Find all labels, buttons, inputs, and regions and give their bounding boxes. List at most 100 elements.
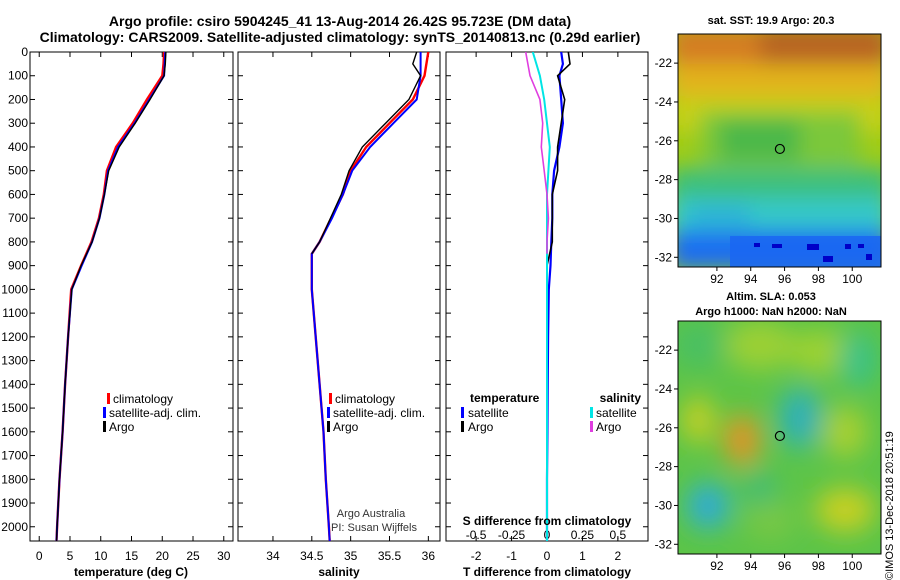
- depth-tick-label: 200: [8, 92, 28, 106]
- temperature-x-tick-label: 0: [36, 549, 43, 563]
- credit-line-2: PI: Susan Wijffels: [331, 522, 417, 534]
- map-y-tick-label: -28: [655, 173, 673, 187]
- depth-tick-label: 2000: [1, 520, 28, 534]
- map-x-tick-label: 100: [842, 272, 862, 286]
- depth-tick-label: 100: [8, 69, 28, 83]
- depth-tick-label: 1300: [1, 354, 28, 368]
- difference-s-tick-label: -0.5: [466, 528, 487, 542]
- legend-swatch-t-satellite: [461, 407, 464, 418]
- temperature-panel-frame: [29, 51, 234, 542]
- sst-map-title: sat. SST: 19.9 Argo: 20.3: [708, 15, 835, 27]
- salinity-x-tick-label: 36: [422, 549, 436, 563]
- temperature-legend: climatology satellite-adj. clim. Argo: [103, 392, 201, 434]
- sla-map-title-line-2: Argo h1000: NaN h2000: NaN: [695, 306, 847, 318]
- temperature-x-tick-label: 15: [125, 549, 139, 563]
- legend-swatch-climatology: [107, 393, 110, 404]
- sst-map-axes: 92 94 96 98 100 -22 -24 -26 -28 -30 -32: [655, 56, 863, 286]
- temperature-argo-line: [55, 52, 167, 541]
- difference-s-tick-label: 0.5: [610, 528, 627, 542]
- temperature-x-tick-label: 30: [217, 549, 231, 563]
- legend-label-climatology: climatology: [335, 392, 395, 406]
- legend-swatch-argo: [103, 421, 106, 432]
- sla-map-axes: 92 94 96 98 100 -22 -24 -26 -28 -30 -32: [655, 343, 863, 573]
- sst-map-image: [678, 34, 881, 267]
- depth-tick-label: 1200: [1, 330, 28, 344]
- sla-map-title-line-1: Altim. SLA: 0.053: [726, 291, 816, 303]
- difference-s-satellite-line: [531, 52, 551, 541]
- salinity-x-tick-label: 35.5: [378, 549, 402, 563]
- map-y-tick-label: -30: [655, 211, 673, 225]
- temperature-x-label: temperature (deg C): [74, 565, 188, 579]
- legend-label-satellite: satellite-adj. clim.: [109, 406, 201, 420]
- depth-tick-label: 400: [8, 140, 28, 154]
- chart-title-line-1: Argo profile: csiro 5904245_41 13-Aug-20…: [108, 13, 572, 29]
- map-y-tick-label: -24: [655, 382, 673, 396]
- map-y-tick-label: -32: [655, 537, 673, 551]
- salinity-x-tick-label: 34: [266, 549, 280, 563]
- legend-swatch-satellite: [103, 407, 106, 418]
- salinity-x-tick-label: 35: [344, 549, 358, 563]
- temperature-plot-area: [55, 52, 167, 541]
- copyright-side-label: ©IMOS 13-Dec-2018 20:51:19: [884, 431, 896, 580]
- depth-tick-label: 700: [8, 211, 28, 225]
- map-y-tick-label: -22: [655, 343, 673, 357]
- map-y-tick-label: -30: [655, 498, 673, 512]
- difference-s-tick-label: 0.25: [571, 528, 595, 542]
- chart-title-line-2: Climatology: CARS2009. Satellite-adjuste…: [39, 29, 641, 45]
- difference-t-argo-line: [546, 52, 571, 266]
- map-y-tick-label: -26: [655, 134, 673, 148]
- depth-tick-label: 500: [8, 164, 28, 178]
- map-y-tick-label: -32: [655, 250, 673, 264]
- depth-tick-label: 1500: [1, 401, 28, 415]
- map-x-tick-label: 92: [710, 559, 724, 573]
- difference-s-axis: -0.5 -0.25 0 0.25 0.5: [466, 528, 627, 542]
- legend-label-t-satellite: satellite: [468, 406, 509, 420]
- depth-tick-label: 300: [8, 116, 28, 130]
- depth-tick-label: 1600: [1, 425, 28, 439]
- depth-tick-label: 1100: [2, 306, 28, 320]
- depth-tick-label: 1700: [1, 449, 28, 463]
- legend-swatch-climatology: [329, 393, 332, 404]
- legend-label-argo: Argo: [333, 420, 359, 434]
- difference-x-label: T difference from climatology: [463, 565, 631, 579]
- legend-swatch-satellite: [327, 407, 330, 418]
- depth-tick-label: 1900: [1, 496, 28, 510]
- depth-tick-label: 800: [8, 235, 28, 249]
- difference-x-axis: -2 -1 0 1 2: [471, 52, 622, 563]
- legend-heading-temperature: temperature: [470, 391, 540, 405]
- salinity-legend: climatology satellite-adj. clim. Argo: [327, 392, 425, 434]
- map-x-tick-label: 100: [842, 559, 862, 573]
- temperature-x-tick-label: 25: [186, 549, 200, 563]
- temperature-x-tick-label: 5: [67, 549, 74, 563]
- map-x-tick-label: 92: [710, 272, 724, 286]
- map-x-tick-label: 94: [744, 272, 758, 286]
- legend-label-s-satellite: satellite: [596, 406, 637, 420]
- salinity-x-axis: 34 34.5 35 35.5 36: [266, 52, 435, 563]
- difference-x-tick-label: 1: [579, 549, 586, 563]
- panel-y-ticks: [30, 51, 648, 528]
- salinity-argo-line: [311, 52, 422, 255]
- legend-swatch-argo: [327, 421, 330, 432]
- legend-swatch-s-satellite: [590, 407, 593, 418]
- legend-heading-salinity: salinity: [600, 391, 642, 405]
- sst-map-argo-location-marker: [774, 143, 785, 155]
- difference-s-argo-line: [524, 52, 550, 254]
- difference-s-tick-label: -0.25: [498, 528, 526, 542]
- map-y-tick-label: -28: [655, 460, 673, 474]
- sla-map-frame: [677, 320, 882, 555]
- depth-tick-label: 1800: [1, 472, 28, 486]
- salinity-panel-frame: [237, 51, 441, 542]
- legend-label-climatology: climatology: [113, 392, 173, 406]
- map-x-tick-label: 96: [778, 272, 792, 286]
- salinity-x-label: salinity: [318, 565, 360, 579]
- temperature-x-tick-label: 10: [94, 549, 108, 563]
- legend-label-argo: Argo: [109, 420, 135, 434]
- temperature-x-axis: 0 5 10 15 20 25 30: [36, 52, 231, 563]
- difference-x-tick-label: -1: [506, 549, 517, 563]
- legend-swatch-t-argo: [461, 421, 464, 432]
- difference-plot-area: [524, 52, 571, 541]
- difference-x-tick-label: 0: [544, 549, 551, 563]
- depth-tick-label: 0: [21, 45, 28, 59]
- depth-tick-label: 600: [8, 187, 28, 201]
